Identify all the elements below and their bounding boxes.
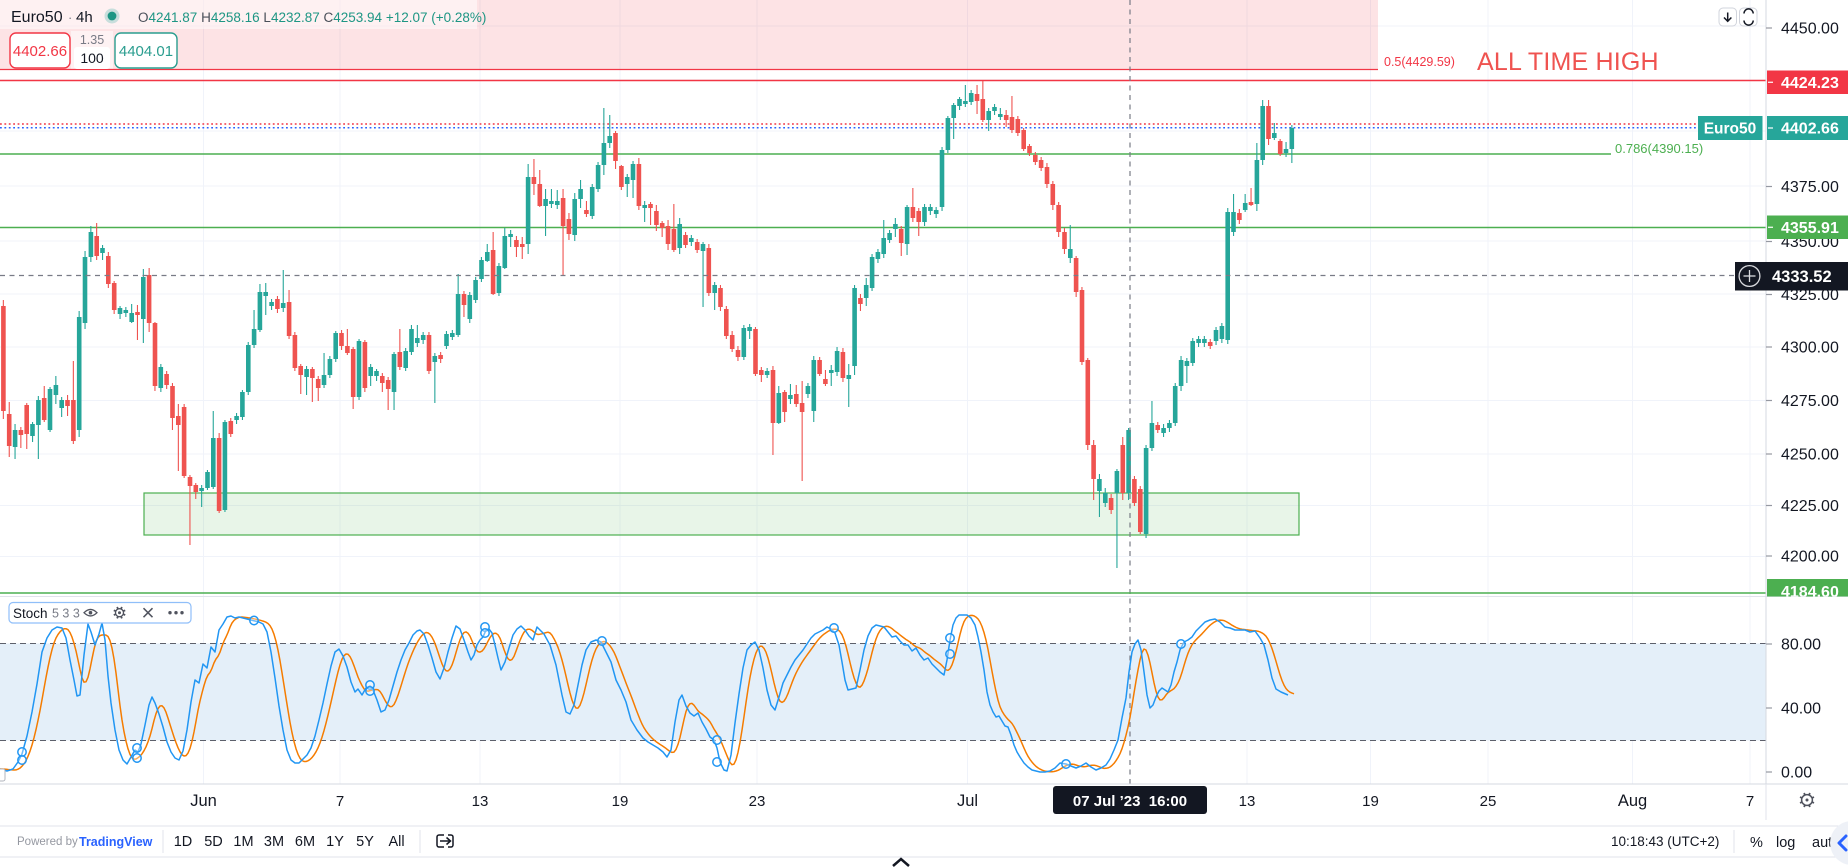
svg-text:1Y: 1Y: [326, 834, 344, 850]
svg-text:4184.60: 4184.60: [1781, 584, 1839, 601]
svg-text:4402.66: 4402.66: [13, 43, 67, 60]
svg-text:O4241.87 H4258.16 L4232.87 C42: O4241.87 H4258.16 L4232.87 C4253.94 +12.…: [138, 10, 486, 25]
svg-text:4404.01: 4404.01: [119, 43, 173, 60]
svg-text:Euro50: Euro50: [1704, 121, 1757, 138]
svg-text:ALL TIME HIGH: ALL TIME HIGH: [1477, 48, 1659, 76]
svg-text:1.35: 1.35: [80, 33, 104, 47]
svg-text:7: 7: [1746, 793, 1754, 810]
svg-text:4300.00: 4300.00: [1781, 340, 1839, 357]
svg-text:5Y: 5Y: [356, 834, 374, 850]
svg-text:23: 23: [749, 793, 766, 810]
svg-text:4355.91: 4355.91: [1781, 220, 1839, 237]
svg-text:19: 19: [1362, 793, 1379, 810]
svg-text:4225.00: 4225.00: [1781, 498, 1839, 515]
svg-text:100: 100: [80, 50, 104, 66]
svg-text:4450.00: 4450.00: [1781, 21, 1839, 38]
svg-text:4325.00: 4325.00: [1781, 287, 1839, 304]
svg-text:5D: 5D: [204, 834, 223, 850]
svg-text:Stoch: Stoch: [13, 606, 48, 621]
svg-text:1D: 1D: [174, 834, 193, 850]
svg-text:4402.66: 4402.66: [1781, 121, 1839, 138]
svg-text:4424.23: 4424.23: [1781, 75, 1839, 92]
svg-text:13: 13: [472, 793, 489, 810]
svg-text:Jun: Jun: [190, 792, 217, 810]
svg-text:10:18:43 (UTC+2): 10:18:43 (UTC+2): [1611, 834, 1719, 849]
svg-text:6M: 6M: [295, 834, 315, 850]
svg-text:0.786(4390.15): 0.786(4390.15): [1615, 141, 1703, 156]
svg-text:%: %: [1750, 835, 1763, 851]
svg-text:Jul: Jul: [957, 792, 978, 810]
svg-text:4250.00: 4250.00: [1781, 447, 1839, 464]
svg-text:07 Jul ’23 16:00: 07 Jul ’23 16:00: [1073, 793, 1187, 810]
svg-text:4h: 4h: [76, 9, 93, 26]
svg-text:Euro50: Euro50: [11, 9, 63, 26]
svg-text:40.00: 40.00: [1781, 701, 1821, 718]
svg-text:All: All: [388, 834, 404, 850]
svg-text:log: log: [1776, 835, 1795, 851]
svg-text:3M: 3M: [264, 834, 284, 850]
svg-text:Powered by: Powered by: [17, 836, 78, 848]
svg-text:13: 13: [1239, 793, 1256, 810]
svg-text:0.5(4429.59): 0.5(4429.59): [1384, 55, 1455, 69]
svg-text:80.00: 80.00: [1781, 637, 1821, 654]
svg-text:TradingView: TradingView: [79, 835, 153, 849]
svg-text:4275.00: 4275.00: [1781, 393, 1839, 410]
svg-text:4333.52: 4333.52: [1772, 268, 1832, 286]
svg-text:25: 25: [1480, 793, 1497, 810]
svg-text:19: 19: [612, 793, 629, 810]
svg-text:·: ·: [68, 10, 72, 25]
svg-text:4200.00: 4200.00: [1781, 549, 1839, 566]
svg-text:0.00: 0.00: [1781, 765, 1812, 782]
svg-text:7: 7: [336, 793, 344, 810]
svg-text:5 3 3: 5 3 3: [52, 607, 80, 621]
svg-text:Aug: Aug: [1618, 792, 1647, 810]
svg-text:1M: 1M: [233, 834, 253, 850]
svg-text:4375.00: 4375.00: [1781, 179, 1839, 196]
